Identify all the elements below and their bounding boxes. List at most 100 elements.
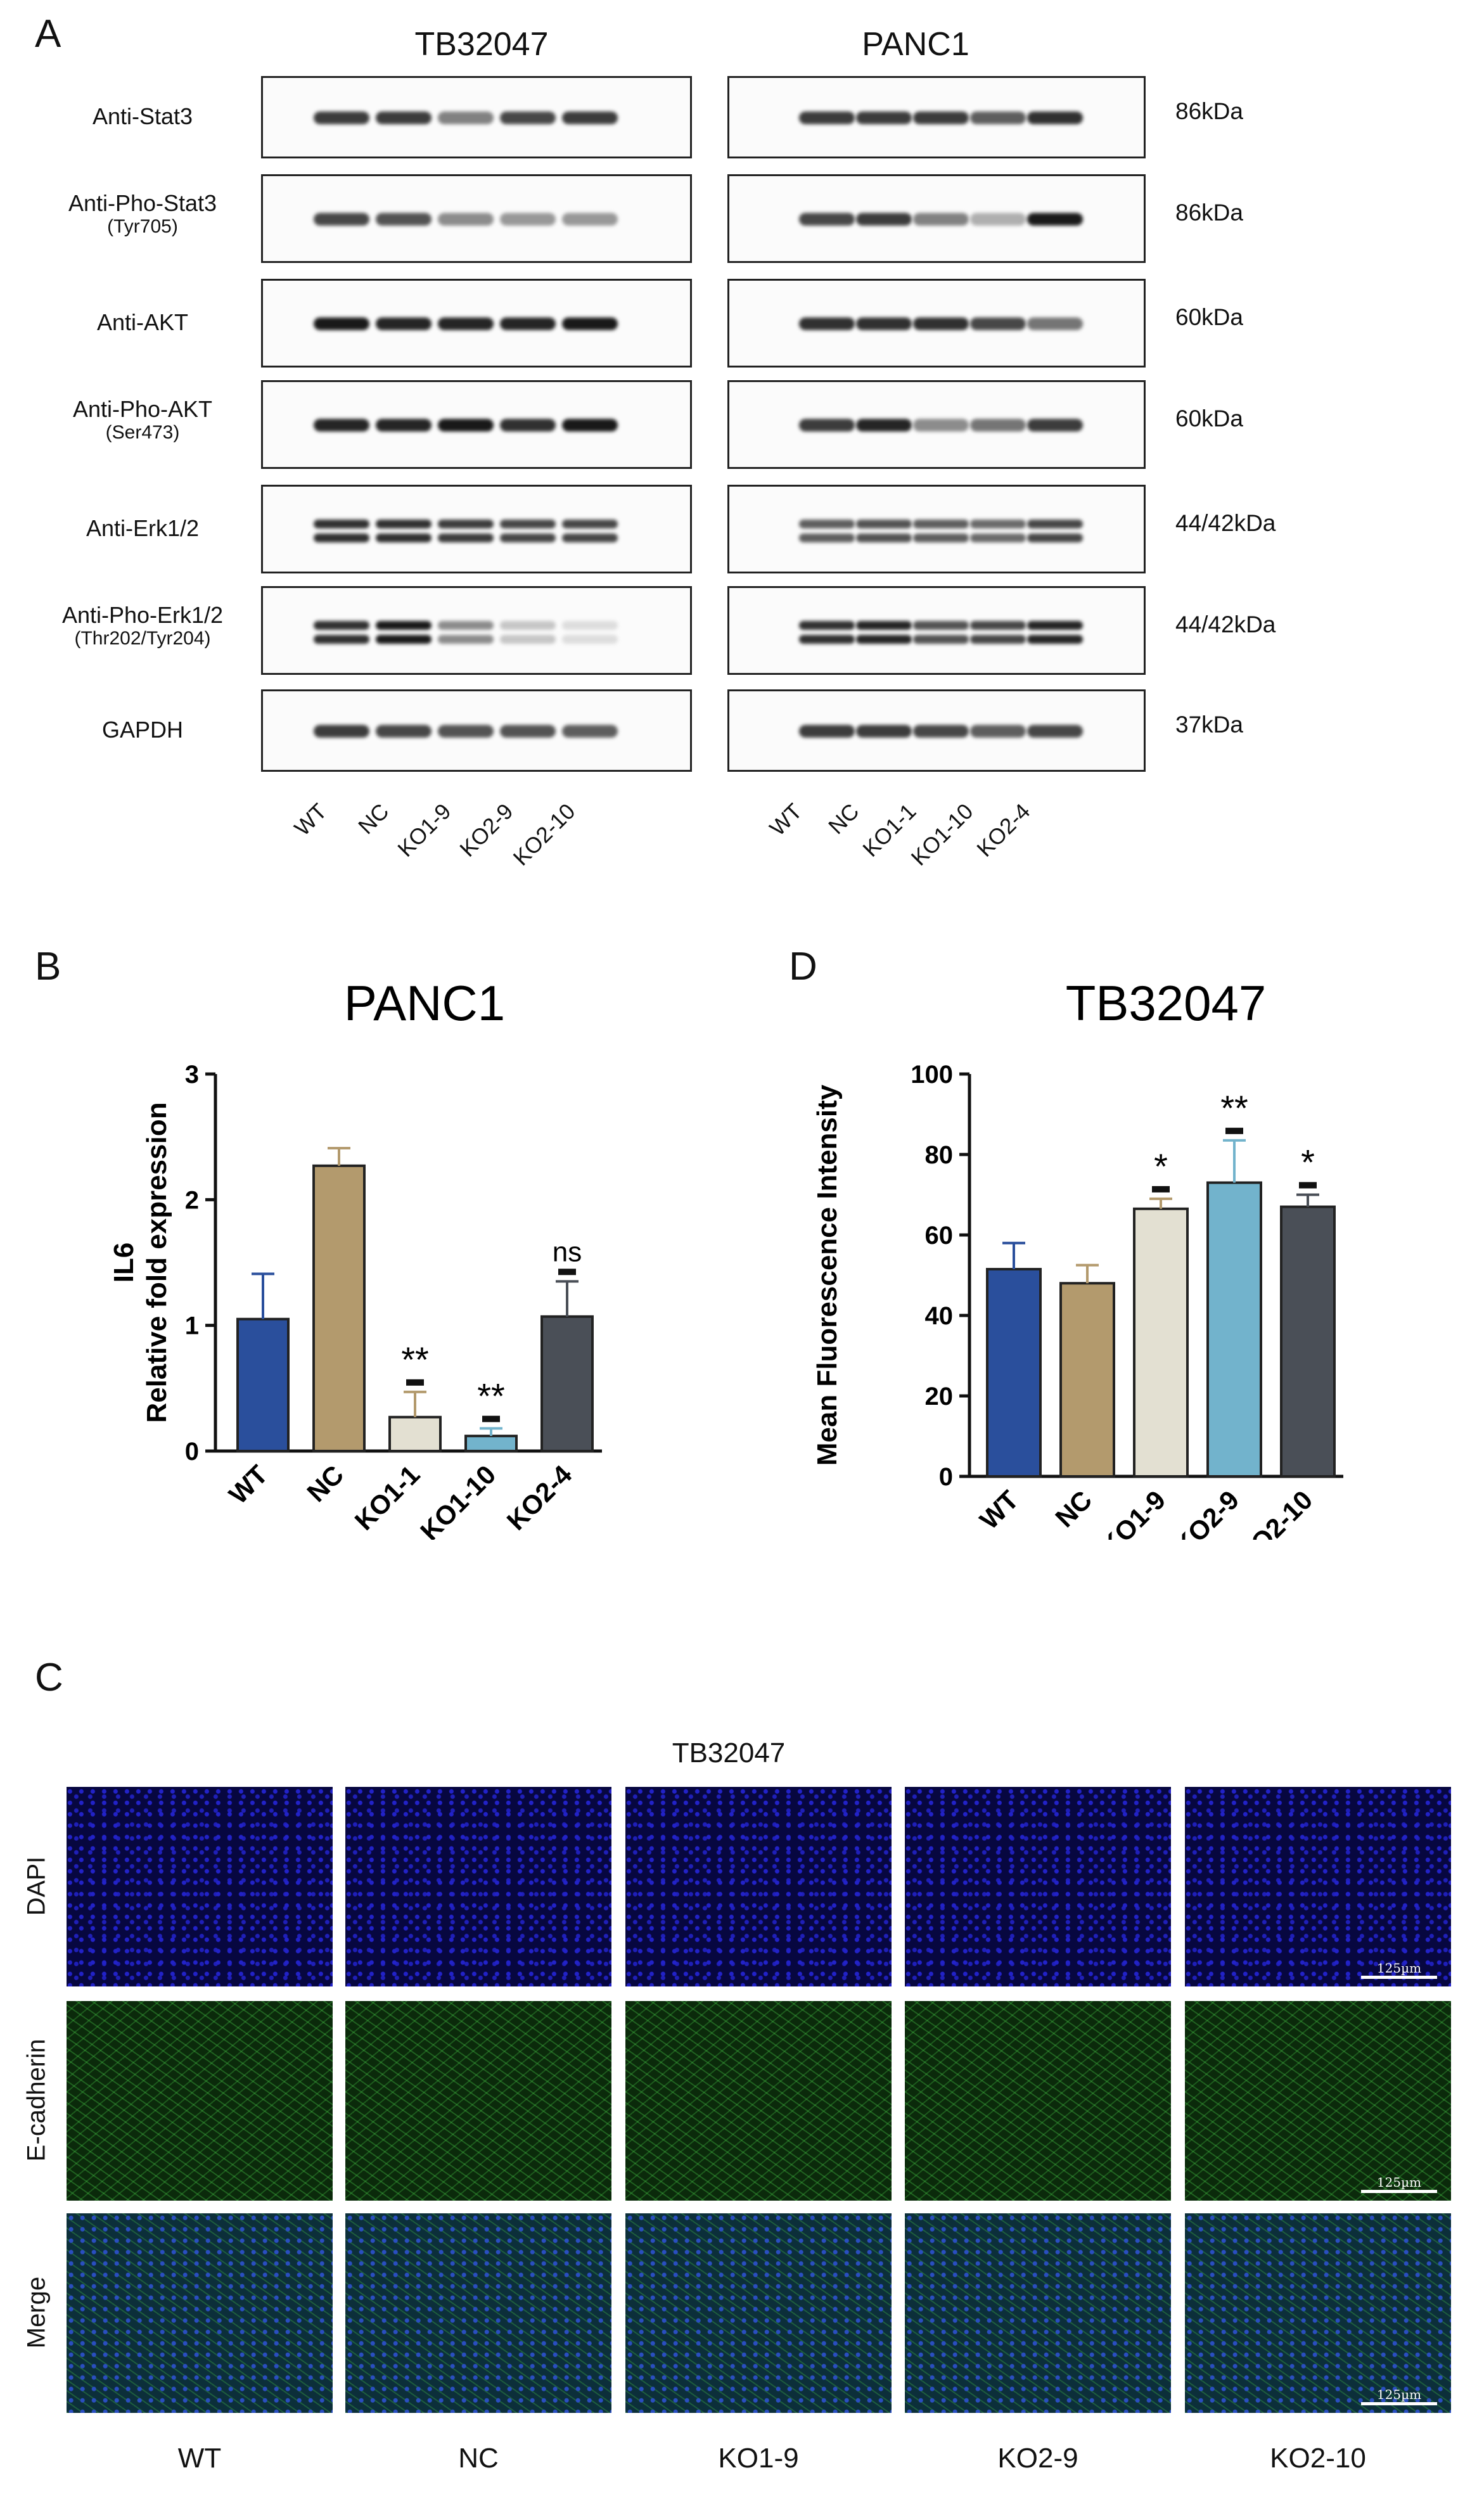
- blot-band: [562, 419, 618, 432]
- blot-band: [970, 635, 1026, 644]
- blot-row-name: Anti-Stat3: [92, 103, 193, 129]
- scale-bar: 125µm: [1361, 2175, 1437, 2193]
- bar: [236, 1317, 290, 1452]
- blot-band: [913, 213, 969, 226]
- bar: [1059, 1282, 1115, 1478]
- blot-band: [856, 317, 912, 330]
- blot-band: [314, 534, 369, 542]
- panel-letter-d: D: [789, 945, 817, 988]
- bar: [1280, 1205, 1336, 1478]
- blot-band: [799, 635, 855, 644]
- blot-row-name: GAPDH: [101, 717, 184, 743]
- blot-band: [856, 520, 912, 528]
- blot-band: [438, 520, 494, 528]
- chart-panel-d: TB32047 Mean Fluorescence Intensity 0 20 40 6…: [812, 975, 1343, 1540]
- significance-label: **: [477, 1376, 505, 1416]
- blot-band: [376, 112, 432, 124]
- bar: [312, 1164, 366, 1452]
- y-tick-label: 100: [911, 1061, 953, 1089]
- y-tick-label: 0: [185, 1438, 199, 1466]
- micrograph-e-cadherin-ko1-9: [625, 2001, 892, 2201]
- blot-strip-tb32047: [261, 380, 692, 469]
- bar: [540, 1315, 594, 1452]
- blot-lane-label: WT: [765, 798, 807, 841]
- scale-bar: 125µm: [1361, 1960, 1437, 1979]
- chart-panel-b: PANC1 IL6 Relative fold expression 0 1 2 3 WT NC…: [108, 975, 602, 1540]
- blot-band: [314, 520, 369, 528]
- blot-band: [500, 520, 556, 528]
- y-tick-label: 0: [939, 1463, 953, 1491]
- panel-letter-a: A: [35, 12, 61, 56]
- blot-band: [376, 419, 432, 432]
- blot-band: [856, 112, 912, 124]
- blot-band: [913, 621, 969, 630]
- blot-strip-tb32047: [261, 586, 692, 675]
- blot-strip-panc1: [727, 485, 1146, 573]
- micro-row-label: DAPI: [22, 1856, 51, 1916]
- blot-band: [438, 725, 494, 738]
- blot-band: [799, 725, 855, 738]
- blot-band: [913, 520, 969, 528]
- micrograph-dapi-ko1-9: [625, 1787, 892, 1986]
- blot-band: [438, 635, 494, 644]
- y-tick-label: 20: [925, 1383, 954, 1410]
- micrograph-e-cadherin-nc: [345, 2001, 611, 2201]
- blot-band: [913, 112, 969, 124]
- blot-band: [970, 534, 1026, 542]
- blot-kda-label: 60kDa: [1175, 304, 1243, 330]
- blot-band: [376, 317, 432, 330]
- panel-letter-b: B: [35, 945, 61, 988]
- scale-bar-label: 125µm: [1376, 1960, 1422, 1976]
- blot-band: [500, 317, 556, 330]
- blot-band: [970, 520, 1026, 528]
- significance-dash: [1299, 1182, 1317, 1189]
- blot-strip-tb32047: [261, 485, 692, 573]
- blot-band: [314, 419, 369, 432]
- blot-strip-tb32047: [261, 279, 692, 368]
- significance-label: **: [401, 1340, 429, 1379]
- significance-dash: [406, 1379, 424, 1386]
- blot-kda-label: 86kDa: [1175, 200, 1243, 226]
- micrograph-dapi-wt: [67, 1787, 333, 1986]
- bar: [1133, 1207, 1189, 1478]
- blot-band: [562, 317, 618, 330]
- micro-row-label: Merge: [22, 2276, 51, 2348]
- blot-row-label: Anti-Erk1/2: [38, 515, 247, 541]
- x-tick-label: WT: [974, 1485, 1025, 1535]
- bar: [1206, 1181, 1262, 1478]
- chart-title: TB32047: [1066, 975, 1267, 1031]
- blot-band: [970, 419, 1026, 432]
- blot-band: [1027, 520, 1083, 528]
- blot-band: [913, 635, 969, 644]
- blot-band: [1027, 213, 1083, 226]
- blot-band: [856, 534, 912, 542]
- blot-strip-tb32047: [261, 76, 692, 158]
- blot-strip-panc1: [727, 689, 1146, 772]
- blot-row-label: Anti-AKT: [38, 309, 247, 335]
- blot-row-label: Anti-Stat3: [38, 103, 247, 129]
- blot-band: [562, 635, 618, 644]
- micrograph-dapi-ko2-9: [905, 1787, 1171, 1986]
- blot-band: [1027, 725, 1083, 738]
- blot-band: [314, 725, 369, 738]
- blot-strip-panc1: [727, 76, 1146, 158]
- blot-band: [314, 635, 369, 644]
- chart-title: PANC1: [344, 975, 505, 1031]
- blot-band: [376, 520, 432, 528]
- bar: [464, 1435, 518, 1453]
- blot-right-title: PANC1: [862, 26, 969, 63]
- micro-column-label: NC: [458, 2443, 499, 2474]
- x-tick-label: KO2-4: [501, 1459, 578, 1536]
- blot-band: [1027, 534, 1083, 542]
- blot-band: [970, 725, 1026, 738]
- scale-bar-line: [1361, 2190, 1437, 2193]
- scale-bar-line: [1361, 1976, 1437, 1979]
- blot-band: [913, 317, 969, 330]
- y-axis-label: Mean Fluorescence Intensity: [812, 1084, 843, 1466]
- blot-kda-label: 44/42kDa: [1175, 510, 1276, 536]
- scale-bar: 125µm: [1361, 2387, 1437, 2405]
- blot-row-label: Anti-Pho-Erk1/2 (Thr202/Tyr204): [38, 602, 247, 650]
- x-tick-label: KO1-1: [349, 1459, 426, 1536]
- micrograph-e-cadherin-ko2-10: 125µm: [1185, 2001, 1451, 2201]
- blot-band: [562, 534, 618, 542]
